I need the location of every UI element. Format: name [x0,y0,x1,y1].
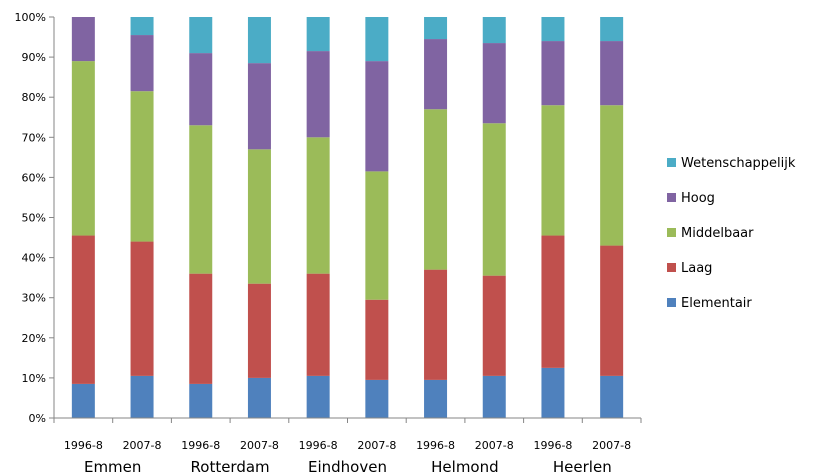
legend-label-middelbaar: Middelbaar [681,226,754,241]
y-tick-label: 100% [15,11,46,24]
bar-segment-elementair-5 [365,379,389,418]
group-label-helmond: Helmond [431,458,499,476]
y-tick-label: 80% [22,91,46,104]
x-tick-label: 1996-8 [299,439,338,452]
x-tick-label: 1996-8 [64,439,103,452]
bar-segment-wetenschappelijk-1 [130,17,154,36]
bar-segment-hoog-0 [71,17,95,62]
bar-segment-middelbaar-7 [482,123,506,276]
legend-item-middelbaar: Middelbaar [667,226,754,241]
bar-segment-elementair-1 [130,375,154,418]
bar-segment-middelbaar-9 [600,105,624,246]
y-tick-label: 20% [22,332,46,345]
group-label-rotterdam: Rotterdam [191,458,270,476]
bar-segment-wetenschappelijk-2 [189,17,213,54]
bar-segment-wetenschappelijk-5 [365,17,389,62]
legend-label-hoog: Hoog [681,191,715,206]
x-tick-label: 2007-8 [475,439,514,452]
legend-swatch-hoog [667,193,676,202]
bar-segment-wetenschappelijk-8 [541,17,565,42]
legend-label-elementair: Elementair [681,296,752,311]
legend-item-hoog: Hoog [667,191,715,206]
bar-segment-middelbaar-0 [71,61,95,236]
legend-item-wetenschappelijk: Wetenschappelijk [667,156,796,171]
y-tick-label: 10% [22,372,46,385]
bar-segment-laag-5 [365,299,389,380]
bar-segment-elementair-6 [424,379,448,418]
y-tick-label: 60% [22,171,46,184]
bar-segment-middelbaar-8 [541,105,565,236]
x-tick-label: 1996-8 [181,439,220,452]
bar-segment-elementair-0 [71,383,95,418]
axes-layer [49,16,642,423]
bar-segment-hoog-7 [482,43,506,124]
legend-item-elementair: Elementair [667,296,752,311]
group-label-emmen: Emmen [84,458,141,476]
bar-segment-elementair-2 [189,383,213,418]
x-tick-label: 2007-8 [357,439,396,452]
y-tick-label: 0% [29,412,46,425]
y-tick-label: 50% [22,212,46,225]
bar-segment-wetenschappelijk-9 [600,17,624,42]
bar-segment-elementair-4 [306,375,330,418]
bar-segment-hoog-2 [189,53,213,126]
bar-segment-hoog-4 [306,51,330,138]
bar-segment-elementair-3 [247,377,271,418]
bar-segment-middelbaar-2 [189,125,213,274]
x-tick-label: 1996-8 [416,439,455,452]
bars-layer [71,17,624,419]
y-tick-label: 70% [22,131,46,144]
bar-segment-wetenschappelijk-7 [482,17,506,44]
bar-segment-wetenschappelijk-4 [306,17,330,52]
x-tick-label: 1996-8 [533,439,572,452]
bar-segment-laag-3 [247,283,271,378]
bar-segment-hoog-6 [424,39,448,110]
y-tick-label: 40% [22,252,46,265]
legend-item-laag: Laag [667,261,712,276]
y-tick-label: 90% [22,51,46,64]
x-tick-label: 2007-8 [123,439,162,452]
bar-segment-middelbaar-6 [424,109,448,270]
bar-segment-middelbaar-1 [130,91,154,242]
bar-segment-laag-4 [306,273,330,376]
bar-segment-laag-2 [189,273,213,384]
bar-segment-laag-8 [541,235,565,368]
x-tick-label: 2007-8 [240,439,279,452]
bar-segment-laag-9 [600,245,624,376]
legend-swatch-laag [667,263,676,272]
group-label-heerlen: Heerlen [553,458,612,476]
bar-segment-hoog-9 [600,41,624,106]
legend: Wetenschappelijk Hoog Middelbaar Laag Elemen… [667,156,796,311]
bar-segment-elementair-9 [600,375,624,418]
bar-segment-hoog-3 [247,63,271,150]
legend-swatch-middelbaar [667,228,676,237]
bar-segment-laag-1 [130,241,154,376]
bar-segment-laag-0 [71,235,95,384]
bar-segment-middelbaar-4 [306,137,330,274]
x-tick-label: 2007-8 [592,439,631,452]
bar-segment-middelbaar-3 [247,149,271,284]
bar-segment-laag-6 [424,269,448,380]
bar-segment-laag-7 [482,275,506,376]
group-label-eindhoven: Eindhoven [308,458,387,476]
bar-segment-middelbaar-5 [365,171,389,300]
bar-segment-hoog-1 [130,35,154,92]
y-tick-label: 30% [22,292,46,305]
bar-segment-elementair-7 [482,375,506,418]
bar-segment-wetenschappelijk-6 [424,17,448,40]
labels-layer: 0% 10% 20% 30% 40% 50% 60% 70% 80% 90% 100% 1996-8 2… [15,11,632,476]
bar-segment-hoog-8 [541,41,565,106]
bar-segment-wetenschappelijk-3 [247,17,271,64]
legend-swatch-elementair [667,298,676,307]
legend-swatch-wetenschappelijk [667,158,676,167]
legend-label-wetenschappelijk: Wetenschappelijk [681,156,796,171]
bar-segment-elementair-8 [541,367,565,419]
legend-label-laag: Laag [681,261,712,276]
bar-segment-hoog-5 [365,61,389,172]
